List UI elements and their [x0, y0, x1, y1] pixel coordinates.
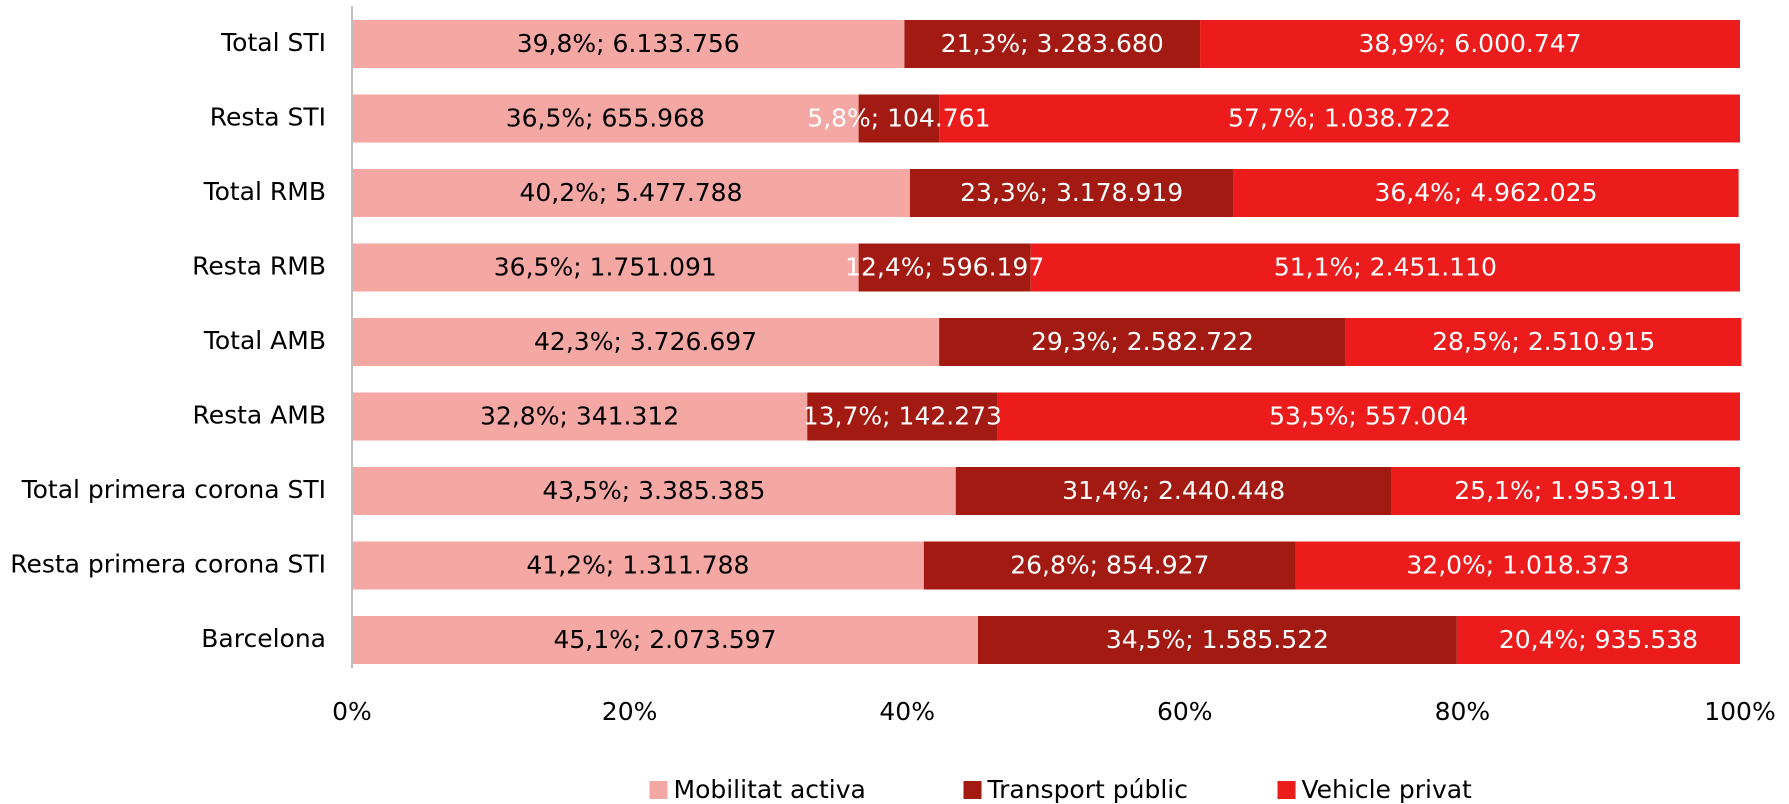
y-tick-label: Barcelona: [201, 624, 326, 653]
data-label: 51,1%; 2.451.110: [1274, 253, 1497, 282]
y-tick-label: Resta primera corona STI: [10, 550, 326, 579]
data-label: 43,5%; 3.385.385: [542, 476, 765, 505]
bar-segment: [352, 169, 910, 217]
bar-segment: [1233, 169, 1739, 217]
x-tick-label: 100%: [1704, 697, 1775, 726]
data-label: 26,8%; 854.927: [1010, 551, 1209, 580]
data-label: 20,4%; 935.538: [1499, 625, 1698, 654]
x-tick-label: 80%: [1435, 697, 1491, 726]
bar-segment: [858, 243, 1031, 292]
bar-segment: [1030, 243, 1740, 292]
y-tick-label: Total STI: [220, 28, 326, 57]
data-label: 32,0%; 1.018.373: [1406, 551, 1629, 580]
data-label: 29,3%; 2.582.722: [1031, 327, 1254, 356]
bar-segment: [352, 243, 859, 292]
data-label: 41,2%; 1.311.788: [526, 551, 749, 580]
data-label: 5,8%; 104.761: [807, 104, 990, 133]
bar-segment: [939, 318, 1346, 366]
bar-segment: [1295, 541, 1740, 590]
bar-segment: [352, 467, 956, 515]
bar-segment: [909, 169, 1234, 217]
bar-segment: [977, 616, 1457, 664]
data-label: 39,8%; 6.133.756: [517, 29, 740, 58]
data-label: 25,1%; 1.953.911: [1454, 476, 1677, 505]
x-tick-label: 20%: [602, 697, 658, 726]
data-label: 36,5%; 1.751.091: [494, 253, 717, 282]
data-label: 38,9%; 6.000.747: [1359, 29, 1582, 58]
bar-segment: [352, 318, 940, 366]
data-label: 21,3%; 3.283.680: [941, 29, 1164, 58]
data-label: 34,5%; 1.585.522: [1106, 625, 1329, 654]
data-label: 13,7%; 142.273: [803, 402, 1002, 431]
legend-label: Mobilitat activa: [674, 775, 866, 804]
bar-segment: [939, 94, 1740, 143]
legend-swatch: [963, 781, 982, 799]
bar-segment: [955, 467, 1392, 515]
bar-segment: [1345, 318, 1742, 366]
data-label: 23,3%; 3.178.919: [960, 178, 1183, 207]
y-tick-label: Resta AMB: [192, 401, 326, 430]
bar-segment: [352, 20, 905, 68]
bar-segment: [1456, 616, 1740, 664]
data-label: 36,5%; 655.968: [506, 104, 705, 133]
data-label: 36,4%; 4.962.025: [1374, 178, 1597, 207]
legend-label: Transport públic: [987, 775, 1188, 804]
bar-segment: [352, 392, 808, 441]
bar-segment: [1200, 20, 1740, 68]
bar-segment: [904, 20, 1201, 68]
bar-segment: [1391, 467, 1740, 515]
bar-segment: [807, 392, 998, 441]
data-label: 32,8%; 341.312: [480, 402, 679, 431]
data-label: 28,5%; 2.510.915: [1432, 327, 1655, 356]
bar-segment: [352, 94, 859, 143]
data-label: 12,4%; 596.197: [845, 253, 1044, 282]
bar-segment: [858, 94, 940, 143]
data-label: 42,3%; 3.726.697: [534, 327, 757, 356]
y-tick-label: Total primera corona STI: [21, 475, 326, 504]
data-label: 45,1%; 2.073.597: [553, 625, 776, 654]
data-label: 57,7%; 1.038.722: [1228, 104, 1451, 133]
data-label: 40,2%; 5.477.788: [519, 178, 742, 207]
x-tick-label: 0%: [332, 697, 372, 726]
legend-label: Vehicle privat: [1302, 775, 1473, 804]
data-label: 53,5%; 557.004: [1269, 402, 1468, 431]
x-tick-label: 40%: [879, 697, 935, 726]
bar-segment: [997, 392, 1740, 441]
y-tick-label: Total AMB: [203, 326, 326, 355]
legend-swatch: [649, 781, 668, 799]
bar-segment: [923, 541, 1296, 590]
x-tick-label: 60%: [1157, 697, 1213, 726]
y-tick-label: Resta RMB: [192, 252, 326, 281]
bar-segment: [352, 541, 924, 590]
bar-segment: [352, 616, 978, 664]
data-label: 31,4%; 2.440.448: [1062, 476, 1285, 505]
y-tick-label: Resta STI: [210, 103, 326, 132]
legend-swatch: [1277, 781, 1296, 799]
y-tick-label: Total RMB: [203, 177, 326, 206]
